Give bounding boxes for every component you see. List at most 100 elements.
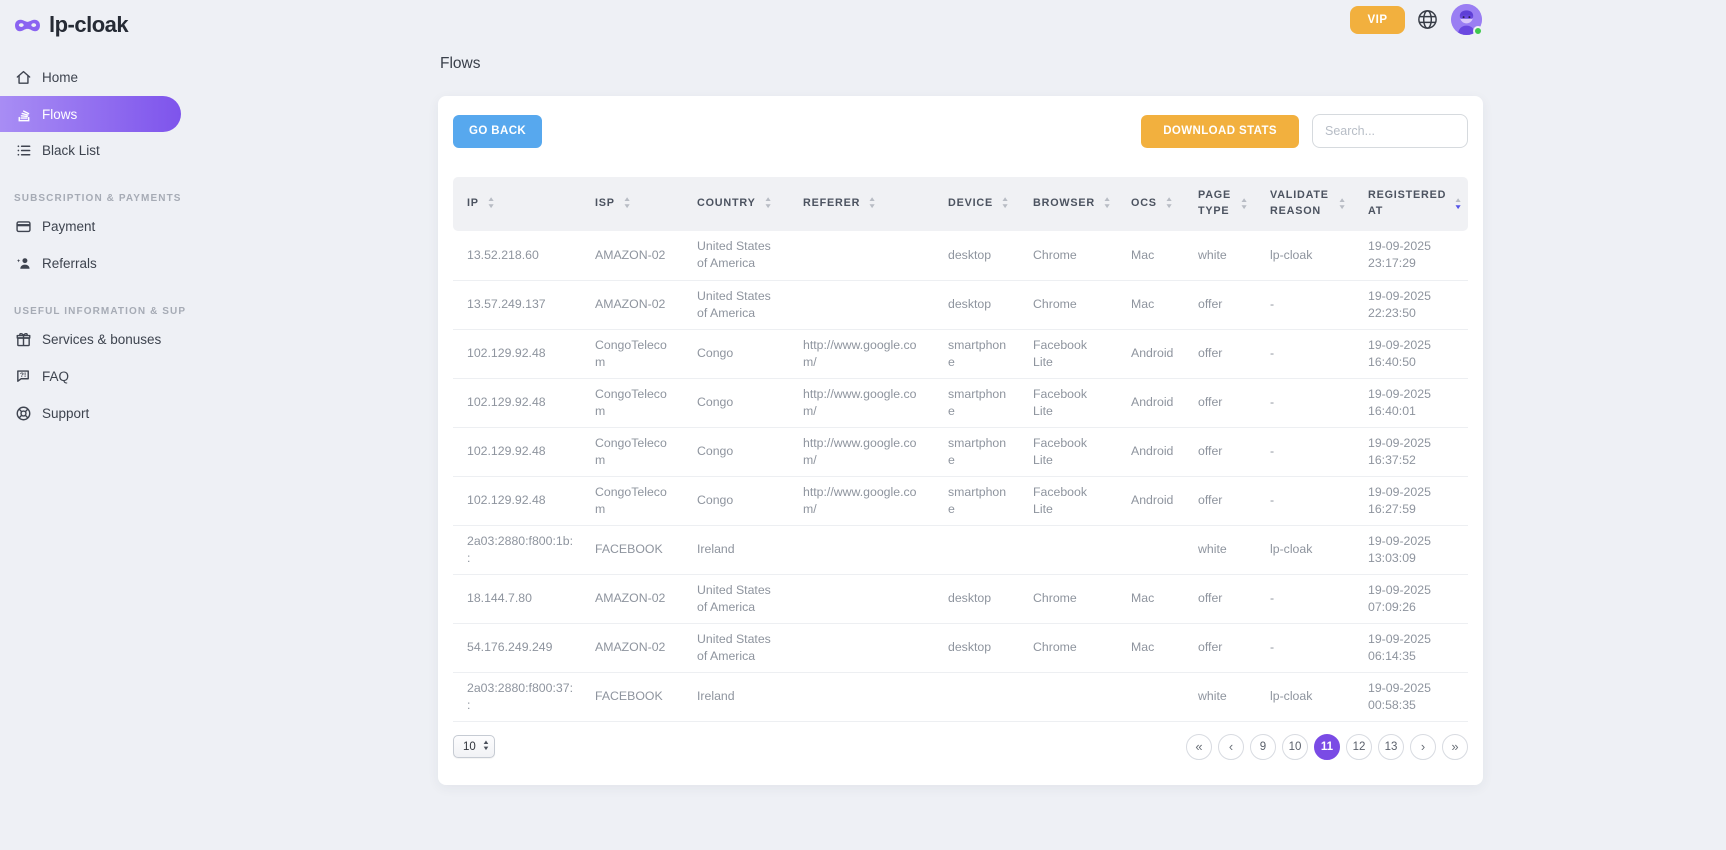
column-header-validate-reason[interactable]: VALIDATE REASON ▲ ▼ <box>1256 177 1354 231</box>
cell-referer <box>789 231 934 280</box>
column-label: DEVICE <box>948 197 993 210</box>
cell-country: United States of America <box>683 231 789 280</box>
column-header-isp[interactable]: ISP ▲ ▼ <box>581 177 683 231</box>
table-row: 102.129.92.48 CongoTelecom Congo http://www… <box>453 475 1468 525</box>
list-icon <box>14 142 32 160</box>
cell-page-type: offer <box>1184 328 1256 378</box>
sort-icon: ▲ ▼ <box>1000 196 1011 211</box>
cell-device: smartphone <box>934 426 1019 476</box>
sidebar-item-referrals[interactable]: Referrals <box>0 245 185 282</box>
cell-ip: 54.176.249.249 <box>453 622 581 672</box>
column-header-registered-at[interactable]: REGISTERED AT ▲ ▼ <box>1354 177 1468 231</box>
sidebar-item-faq[interactable]: ?! FAQ <box>0 358 185 395</box>
cell-ip: 102.129.92.48 <box>453 328 581 378</box>
sidebar: lp-cloak Home Flows <box>0 0 185 432</box>
next-page-button[interactable]: › <box>1410 733 1436 760</box>
sort-icon: ▲ ▼ <box>1239 196 1250 211</box>
cell-validate-reason: - <box>1256 622 1354 672</box>
page-button-9[interactable]: 9 <box>1250 733 1276 760</box>
user-avatar[interactable] <box>1451 4 1483 36</box>
column-header-browser[interactable]: BROWSER ▲ ▼ <box>1019 177 1117 231</box>
cell-ip: 102.129.92.48 <box>453 475 581 525</box>
sidebar-nav: Home Flows Bla <box>0 59 185 432</box>
sidebar-item-home[interactable]: Home <box>0 59 185 96</box>
sidebar-item-payment[interactable]: Payment <box>0 208 185 245</box>
page-button-10[interactable]: 10 <box>1282 733 1308 760</box>
search-input[interactable] <box>1312 114 1468 148</box>
cell-ocs: Android <box>1117 426 1184 476</box>
go-back-button[interactable]: GO BACK <box>453 114 543 148</box>
cell-referer: http://www.google.com/ <box>789 328 934 378</box>
first-page-button[interactable]: « <box>1186 733 1212 760</box>
column-label: IP <box>467 197 479 210</box>
prev-page-button[interactable]: ‹ <box>1218 733 1244 760</box>
page-title: Flows <box>440 55 481 72</box>
cell-ocs: Android <box>1117 475 1184 525</box>
column-header-device[interactable]: DEVICE ▲ ▼ <box>934 177 1019 231</box>
page-size-select[interactable]: 10 ▲ ▼ <box>453 735 495 758</box>
online-status-dot <box>1473 26 1483 36</box>
sidebar-item-services-bonuses[interactable]: Services & bonuses <box>0 321 185 358</box>
cell-ip: 13.57.249.137 <box>453 279 581 329</box>
sort-icon: ▲ ▼ <box>867 196 878 211</box>
cell-referer <box>789 622 934 672</box>
page-button-13[interactable]: 13 <box>1378 733 1404 760</box>
sidebar-item-label: Support <box>42 406 90 421</box>
sort-icon: ▲ ▼ <box>763 196 774 211</box>
cell-ocs <box>1117 671 1184 722</box>
cell-ip: 2a03:2880:f800:1b:: <box>453 524 581 574</box>
sidebar-item-black-list[interactable]: Black List <box>0 132 185 169</box>
table-row: 13.57.249.137 AMAZON-02 United States of A… <box>453 279 1468 329</box>
cell-country: Ireland <box>683 524 789 574</box>
cell-ocs: Android <box>1117 328 1184 378</box>
cell-registered-at: 19-09-2025 13:03:09 <box>1354 524 1468 574</box>
sort-icon: ▲ ▼ <box>1337 196 1348 211</box>
page-size-value: 10 <box>463 740 476 753</box>
cell-page-type: white <box>1184 671 1256 722</box>
cell-device: desktop <box>934 573 1019 623</box>
cell-validate-reason: - <box>1256 279 1354 329</box>
cell-isp: CongoTelecom <box>581 377 683 427</box>
table-row: 54.176.249.249 AMAZON-02 United States of … <box>453 622 1468 672</box>
cell-referer <box>789 279 934 329</box>
column-header-ip[interactable]: IP ▲ ▼ <box>453 177 581 231</box>
sidebar-section-title: SUBSCRIPTION & PAYMENTS <box>0 193 185 204</box>
download-stats-button[interactable]: DOWNLOAD STATS <box>1141 114 1299 148</box>
last-page-button[interactable]: » <box>1442 733 1468 760</box>
column-header-referer[interactable]: REFERER ▲ ▼ <box>789 177 934 231</box>
sidebar-item-support[interactable]: Support <box>0 395 185 432</box>
sidebar-item-label: Referrals <box>42 256 97 271</box>
cell-country: Congo <box>683 328 789 378</box>
cell-validate-reason: lp-cloak <box>1256 231 1354 280</box>
cell-validate-reason: - <box>1256 377 1354 427</box>
cell-validate-reason: - <box>1256 426 1354 476</box>
sidebar-item-flows[interactable]: Flows <box>0 96 181 132</box>
cell-device: desktop <box>934 622 1019 672</box>
language-globe-icon[interactable] <box>1416 8 1440 32</box>
page-button-12[interactable]: 12 <box>1346 733 1372 760</box>
flows-table-body: 13.52.218.60 AMAZON-02 United States of Am… <box>453 231 1468 722</box>
table-footer: 10 ▲ ▼ «‹ 9 10 11 12 13 ›» <box>453 733 1468 760</box>
vip-button[interactable]: VIP <box>1350 5 1405 34</box>
page-button-11[interactable]: 11 <box>1314 733 1340 760</box>
cell-registered-at: 19-09-2025 07:09:26 <box>1354 573 1468 623</box>
person-add-icon <box>14 255 32 273</box>
cell-referer: http://www.google.com/ <box>789 475 934 525</box>
cell-country: United States of America <box>683 573 789 623</box>
column-header-page-type[interactable]: PAGE TYPE ▲ ▼ <box>1184 177 1256 231</box>
cell-page-type: offer <box>1184 573 1256 623</box>
home-icon <box>14 69 32 87</box>
column-header-country[interactable]: COUNTRY ▲ ▼ <box>683 177 789 231</box>
cell-referer: http://www.google.com/ <box>789 426 934 476</box>
cell-country: United States of America <box>683 622 789 672</box>
gift-icon <box>14 331 32 349</box>
sort-icon: ▲ ▼ <box>1102 196 1113 211</box>
cell-page-type: offer <box>1184 279 1256 329</box>
brand-logo[interactable]: lp-cloak <box>0 0 185 38</box>
cell-referer <box>789 671 934 722</box>
cell-ocs: Mac <box>1117 622 1184 672</box>
column-header-ocs[interactable]: OCS ▲ ▼ <box>1117 177 1184 231</box>
cell-page-type: offer <box>1184 475 1256 525</box>
cell-ip: 18.144.7.80 <box>453 573 581 623</box>
flows-table-header-row: IP ▲ ▼ ISP ▲ ▼ COUNTRY ▲ ▼ REFERER ▲ ▼ DEVICE ▲ ▼ BROWS… <box>453 177 1468 231</box>
